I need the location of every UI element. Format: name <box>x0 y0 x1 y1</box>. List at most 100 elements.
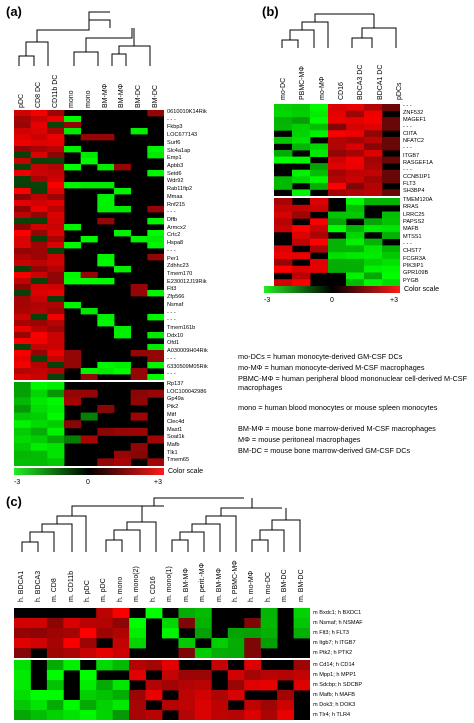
gene-pair-label: m Ptk2; h PTK2 <box>313 650 353 656</box>
gene-label: Rab11fip2 <box>167 186 193 193</box>
column-label: h. mo-DC <box>264 572 272 602</box>
gene-label: - - - <box>403 145 412 152</box>
column-label: PBMC-MΦ <box>299 66 307 100</box>
gene-label: Setd6 <box>167 170 182 177</box>
gene-label: Wdr92 <box>167 178 184 185</box>
gene-label: LOC100042986 <box>167 388 207 395</box>
gene-label: - - - <box>403 166 412 173</box>
column-label: CD11b DC <box>51 74 59 108</box>
gene-label: Ddx10 <box>167 332 184 339</box>
column-label: m. BM-MΦ <box>215 568 223 602</box>
gene-label: Tmem65 <box>167 457 190 464</box>
gene-label: Mast1 <box>167 426 183 433</box>
gene-label: Rnf215 <box>167 201 186 208</box>
gene-label: Tlk1 <box>167 449 178 456</box>
gene-label: Armcx2 <box>167 224 186 231</box>
color-scale-label: Color scale <box>404 286 440 293</box>
gene-label: MTSS1 <box>403 233 422 240</box>
gene-label: RRAS <box>403 204 419 211</box>
panel-c-heatmap-top <box>14 608 310 658</box>
gene-label: E230012J19Rik <box>167 278 207 285</box>
gene-label: Mafb <box>167 442 180 449</box>
gene-label: Apbb3 <box>167 163 184 169</box>
gene-label: - - - <box>403 241 412 247</box>
column-label: CD16 <box>338 82 345 100</box>
legend-entry: MΦ = mouse peritoneal macrophages <box>238 434 361 444</box>
column-label: pDC <box>18 93 26 108</box>
gene-label: CHST7 <box>403 248 422 255</box>
column-label: pDCs <box>396 82 404 100</box>
gene-pair-label: m Dok3; h DOK3 <box>313 702 356 708</box>
column-label: h. mo-MΦ <box>248 570 256 602</box>
panel-b-heatmap-bottom <box>274 198 400 286</box>
column-label: mono <box>68 90 76 108</box>
column-label: h. mono <box>116 576 124 602</box>
legend-entry: BM-MΦ = mouse bone marrow-derived M-CSF … <box>238 423 436 433</box>
column-label: BM-DC <box>151 85 159 108</box>
gene-label: Mmaa <box>167 193 183 200</box>
panel-b-column-labels: mo-DC PBMC-MΦ mo-MΦ CD16 BDCA3 DC BDCA1 DC pDC… <box>274 52 410 100</box>
gene-label: Mitf <box>167 411 177 418</box>
color-scale-max: +3 <box>390 297 398 304</box>
legend-entry: mo-MΦ = human monocyte-derived M-CSF mac… <box>238 363 425 373</box>
gene-label: Zfp566 <box>167 294 185 301</box>
gene-label: Fkbp3 <box>167 124 183 131</box>
column-label: m. CD8 <box>51 578 59 602</box>
column-label: mo-DC <box>279 77 287 100</box>
color-scale-bar <box>14 468 164 475</box>
column-label: m. CD11b <box>67 571 75 602</box>
column-label: h. PBMC-MΦ <box>232 560 239 602</box>
gene-label: Per1 <box>167 255 179 262</box>
gene-label: PIK3IP1 <box>403 263 424 269</box>
panel-a-column-labels: pDC CD8 DC CD11b DC mono mono BM-MΦ BM-MΦ BM-DC… <box>14 68 164 108</box>
gene-pair-label: m Sdcbp; h SDCBP <box>313 682 363 688</box>
panel-b-heatmap-top <box>274 104 400 196</box>
gene-label: - - - <box>167 116 176 123</box>
column-label: m. mono(1) <box>166 566 174 602</box>
column-label: m. mono(2) <box>133 566 141 602</box>
column-label: BM-MΦ <box>101 83 109 108</box>
gene-label: - - - <box>167 247 176 254</box>
panel-a-gene-list: 0610010K14Rik - - - Fkbp3 LOC677143 Surf6 Slc… <box>167 109 235 470</box>
column-label: m. BM-DC <box>281 569 289 602</box>
gene-pair-label: m Tlr4; h TLR4 <box>313 712 351 718</box>
gene-label: RASGEF1A <box>403 159 433 166</box>
legend-entry: BM-DC = mouse bone marrow-derived GM-CSF… <box>238 445 411 455</box>
column-label: m. BM-DC <box>297 569 305 602</box>
legend-entry: PBMC-MΦ = human peripheral blood mononuc… <box>238 374 468 393</box>
gene-label: PYGB <box>403 277 419 284</box>
column-label: m. BM-MΦ <box>182 568 190 602</box>
gene-label: Ptk2 <box>167 403 179 410</box>
panel-b-letter: (b) <box>262 4 279 19</box>
gene-label: - - - <box>167 355 176 362</box>
gene-label: 6330509M05Rik <box>167 363 208 370</box>
gene-label: NFATC2 <box>403 138 425 145</box>
column-label: CD8 DC <box>35 81 42 108</box>
abbreviation-legend: mo-DCs = human monocyte-derived GM-CSF D… <box>238 352 470 457</box>
gene-label: - - - <box>403 103 412 109</box>
gene-pair-label: m Cd14; h CD14 <box>313 662 355 668</box>
gene-pair-label: m Bxdc1; h BXDC1 <box>313 610 362 616</box>
panel-b-gene-list: - - - ZNF532 MAGEF1- - - CIITA NFATC2- - - IT… <box>403 103 469 286</box>
gene-label: Dffb <box>167 217 178 223</box>
panel-a-heatmap-bottom <box>14 382 164 466</box>
gene-label: Surf6 <box>167 139 181 146</box>
panel-b-color-scale: Color scale -3 0 +3 <box>264 286 469 310</box>
gene-label: PAPSS2 <box>403 219 425 225</box>
gene-label: Slc4a1ap <box>167 147 191 154</box>
gene-label: Nsmaf <box>167 301 184 308</box>
gene-label: LRRC25 <box>403 211 425 218</box>
gene-label: FLT3 <box>403 180 416 187</box>
color-scale-min: -3 <box>14 479 21 486</box>
gene-label: CCNB1IP1 <box>403 173 431 180</box>
panel-b-dendrogram <box>281 13 397 48</box>
gene-pair-label: m Mafb; h MAFB <box>313 692 355 698</box>
panel-a-color-scale: Color scale -3 0 +3 <box>14 468 234 490</box>
gene-label: Hspa8 <box>167 240 184 247</box>
column-label: BDCA3 DC <box>357 64 365 100</box>
gene-label: 0610010K14Rik <box>167 109 207 115</box>
gene-label: Flt3 <box>167 286 177 293</box>
column-label: BM-MΦ <box>118 83 126 108</box>
gene-label: TMEM120A <box>403 197 433 203</box>
column-label: mo-MΦ <box>318 76 326 100</box>
